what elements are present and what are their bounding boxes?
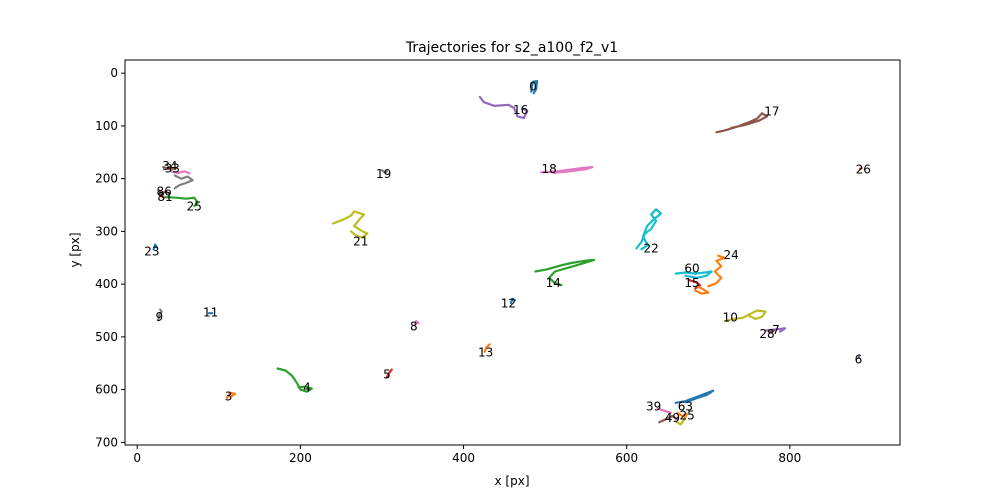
y-tick-label: 200 (95, 172, 118, 186)
trajectory-label-3: 3 (225, 390, 233, 404)
trajectory-line-21 (331, 210, 369, 239)
trajectory-label-0: 0 (529, 79, 537, 93)
y-tick-label: 0 (110, 66, 118, 80)
trajectory-label-81: 81 (157, 190, 172, 204)
trajectory-line-24 (707, 254, 726, 288)
trajectory-line-16 (478, 95, 529, 120)
trajectory-line-7 (764, 327, 787, 333)
trajectory-line-63 (674, 389, 715, 404)
trajectory-line-6 (857, 354, 861, 360)
trajectory-line-4 (276, 367, 313, 393)
x-axis-title: x [px] (495, 474, 530, 488)
trajectory-label-22: 22 (644, 241, 659, 255)
trajectory-line-39 (656, 407, 672, 414)
trajectory-label-11: 11 (203, 306, 218, 320)
trajectory-line-9 (157, 308, 163, 322)
trajectory-label-10: 10 (723, 310, 738, 324)
trajectory-line-10 (725, 309, 767, 323)
trajectory-label-21: 21 (353, 234, 368, 248)
trajectory-line-15-orange (694, 285, 710, 295)
trajectory-line-81 (159, 194, 166, 199)
y-tick-label: 600 (95, 383, 118, 397)
y-tick-label: 100 (95, 119, 118, 133)
y-tick-label: 700 (95, 435, 118, 449)
x-tick-label: 600 (615, 451, 638, 465)
trajectory-line-13 (483, 343, 491, 353)
trajectory-label-12: 12 (501, 297, 516, 311)
trajectory-label-86: 86 (157, 184, 172, 198)
trajectory-label-24: 24 (723, 248, 738, 262)
trajectory-line-33 (170, 170, 191, 175)
trajectory-label-63: 63 (678, 400, 693, 414)
trajectory-label-33: 33 (165, 162, 180, 176)
trajectory-label-7: 7 (772, 323, 780, 337)
chart-title: Trajectories for s2_a100_f2_v1 (405, 40, 618, 56)
trajectory-label-8: 8 (410, 319, 418, 333)
trajectory-label-39: 39 (646, 400, 661, 414)
trajectory-label-28: 28 (759, 327, 774, 341)
trajectory-label-49: 49 (665, 411, 680, 425)
axes-frame (124, 59, 901, 446)
trajectory-line-23 (152, 243, 158, 251)
trajectory-label-25-orange: 25 (679, 409, 694, 423)
trajectory-label-6: 6 (855, 353, 863, 367)
trajectory-line-22 (635, 208, 663, 251)
trajectory-line-26 (858, 167, 863, 171)
trajectory-line-17 (715, 112, 769, 134)
trajectory-label-18: 18 (542, 162, 557, 176)
trajectory-label-5: 5 (383, 367, 391, 381)
trajectory-line-49 (658, 414, 679, 424)
trajectory-line-8 (413, 320, 420, 327)
y-tick-label: 400 (95, 277, 118, 291)
y-tick-label: 300 (95, 224, 118, 238)
trajectory-line-19 (380, 169, 388, 174)
trajectory-label-15: 15 (684, 276, 699, 290)
y-tick-label: 500 (95, 330, 118, 344)
trajectory-line-5 (385, 368, 393, 379)
x-tick-label: 200 (289, 451, 312, 465)
trajectory-line-grey-cluster (173, 174, 194, 190)
trajectory-line-60 (674, 270, 713, 279)
trajectory-label-19: 19 (376, 167, 391, 181)
x-tick-label: 800 (778, 451, 801, 465)
trajectory-label-60: 60 (684, 261, 699, 275)
trajectory-label-9: 9 (155, 310, 163, 324)
x-tick-label: 0 (133, 451, 141, 465)
trajectory-label-4: 4 (303, 381, 311, 395)
trajectory-label-34: 34 (162, 159, 177, 173)
trajectory-line-25-orange (676, 411, 689, 421)
trajectory-line-3 (225, 391, 237, 400)
trajectory-line-28 (768, 329, 775, 334)
trajectory-line-34 (162, 166, 178, 171)
trajectory-line-18 (539, 166, 594, 174)
trajectory-line-86 (157, 189, 168, 195)
trajectory-label-26: 26 (856, 163, 871, 177)
trajectory-line-12 (509, 297, 517, 305)
trajectory-label-13: 13 (478, 346, 493, 360)
trajectory-label-14: 14 (546, 276, 561, 290)
trajectory-line-0 (530, 79, 539, 95)
trajectory-label-16: 16 (513, 103, 528, 117)
trajectory-line-14 (534, 258, 596, 287)
x-tick-label: 400 (452, 451, 475, 465)
trajectory-line-49-olive (674, 419, 685, 426)
trajectory-label-17: 17 (764, 105, 779, 119)
y-axis-title: y [px] (68, 233, 82, 268)
trajectory-label-25: 25 (187, 200, 202, 214)
trajectory-label-23: 23 (144, 244, 159, 258)
trajectory-line-25 (164, 196, 199, 208)
